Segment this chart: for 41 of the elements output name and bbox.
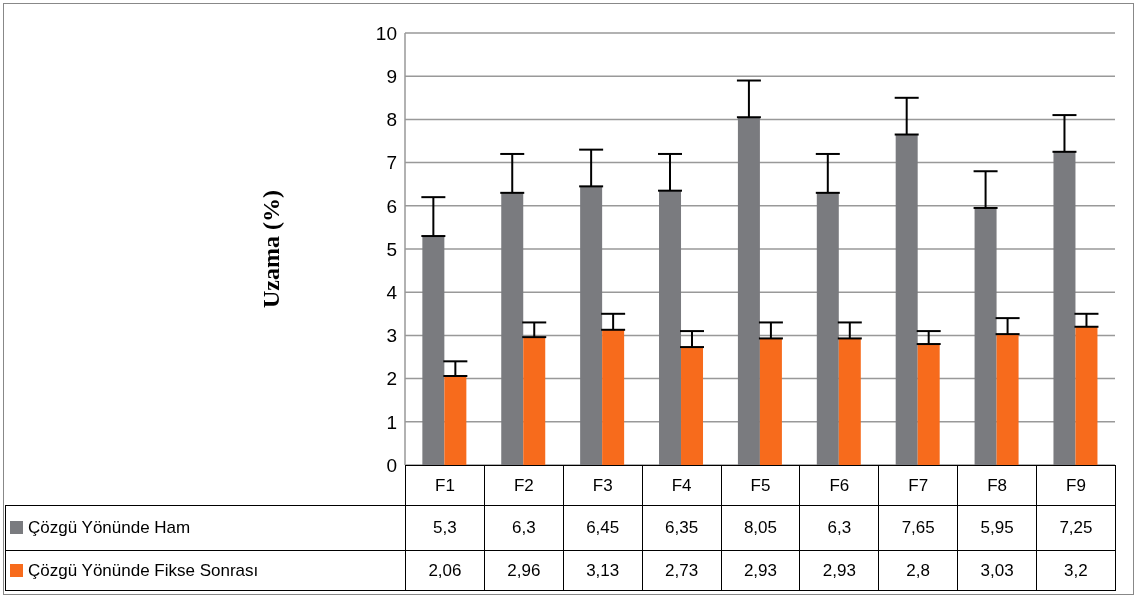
data-label: 6,3 <box>799 505 879 551</box>
data-label: 5,3 <box>405 505 485 551</box>
data-label: 2,8 <box>878 550 958 591</box>
data-label: 3,2 <box>1036 550 1116 591</box>
data-label: 6,45 <box>563 505 643 551</box>
data-label: 8,05 <box>721 505 800 551</box>
data-label: 6,35 <box>642 505 721 551</box>
data-label: 2,93 <box>721 550 800 591</box>
data-label: 7,25 <box>1036 505 1116 551</box>
y-tick-label: 8 <box>386 109 397 131</box>
data-label: 6,3 <box>484 505 564 551</box>
x-tick-label: F1 <box>405 465 485 506</box>
data-label: 3,13 <box>563 550 643 591</box>
data-label: 2,73 <box>642 550 721 591</box>
data-label: 2,06 <box>405 550 485 591</box>
x-tick-label: F4 <box>642 465 721 506</box>
data-label: 3,03 <box>957 550 1037 591</box>
y-tick-label: 0 <box>386 454 397 476</box>
x-tick-label: F7 <box>878 465 958 506</box>
y-tick-label: 7 <box>386 152 397 174</box>
y-tick-label: 1 <box>386 411 397 433</box>
y-axis-title: Uzama (%) <box>257 190 284 308</box>
legend-label: Çözgü Yönünde Fikse Sonrası <box>5 550 406 591</box>
data-label: 7,65 <box>878 505 958 551</box>
x-tick-label: F3 <box>563 465 643 506</box>
data-label: 2,96 <box>484 550 564 591</box>
x-tick-label: F5 <box>721 465 800 506</box>
y-tick-label: 6 <box>386 195 397 217</box>
y-tick-label: 10 <box>375 22 397 44</box>
x-tick-label: F9 <box>1036 465 1116 506</box>
legend-label: Çözgü Yönünde Ham <box>5 505 406 551</box>
x-tick-label: F6 <box>799 465 879 506</box>
y-tick-label: 2 <box>386 368 397 390</box>
y-tick-label: 9 <box>386 65 397 87</box>
y-tick-label: 5 <box>386 238 397 260</box>
data-label: 5,95 <box>957 505 1037 551</box>
x-tick-label: F2 <box>484 465 564 506</box>
y-tick-label: 4 <box>386 281 398 303</box>
x-tick-label: F8 <box>957 465 1037 506</box>
y-tick-label: 3 <box>386 325 397 347</box>
data-label: 2,93 <box>799 550 879 591</box>
